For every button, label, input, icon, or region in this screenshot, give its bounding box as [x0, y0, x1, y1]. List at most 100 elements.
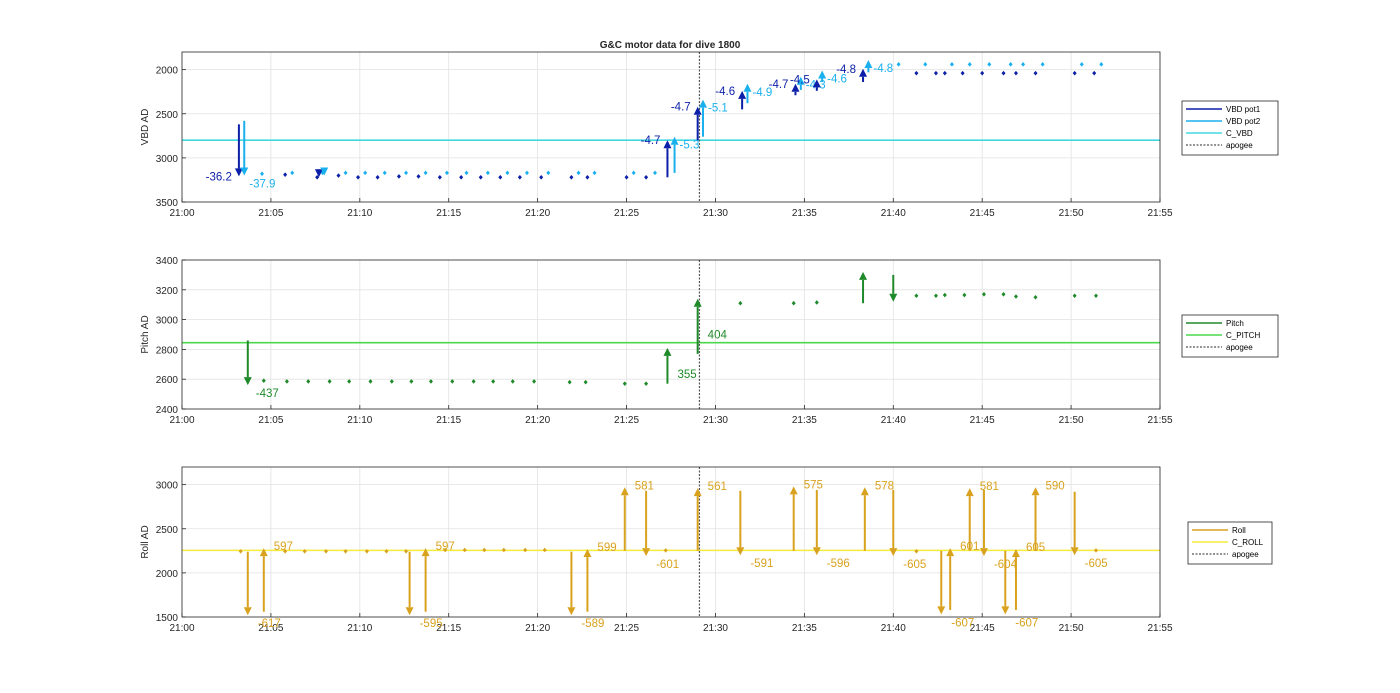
data-point: [409, 379, 414, 384]
move-arrow-head: [859, 271, 868, 280]
move-arrow-head: [699, 99, 708, 108]
x-tick-label: 21:10: [347, 208, 372, 219]
legend-box: [1181, 100, 1279, 156]
x-tick-label: 21:40: [881, 208, 906, 219]
data-point: [464, 170, 469, 176]
move-arrow-head: [567, 607, 576, 616]
y-tick-label: 2000: [156, 66, 179, 77]
chart-panel-2: 21:00 21:05 21:10 21:15 21:20 21:25 21:30 21:35…: [140, 256, 1279, 426]
move-arrow-head: [789, 486, 798, 495]
data-point: [404, 548, 409, 554]
move-annotation: 581: [635, 480, 654, 492]
data-point: [987, 62, 992, 67]
move-annotation: -596: [827, 558, 850, 570]
move-arrow-head: [937, 606, 946, 615]
data-point: [592, 170, 597, 176]
data-point: [324, 548, 329, 554]
move-arrow-head: [243, 377, 252, 386]
data-point: [459, 174, 464, 180]
y-tick-label: 3000: [156, 316, 179, 327]
plot-area: [182, 260, 1160, 409]
move-annotation: -4.6: [827, 74, 847, 86]
move-annotation: 578: [875, 480, 894, 492]
data-point: [238, 548, 243, 554]
data-point: [814, 300, 819, 305]
x-tick-label: 21:30: [703, 415, 728, 426]
y-tick-label: 2400: [156, 405, 179, 416]
data-point: [569, 174, 574, 180]
move-annotation: 404: [708, 330, 728, 342]
data-point: [1092, 70, 1097, 76]
data-point: [283, 172, 288, 177]
move-arrow-head: [670, 136, 679, 145]
data-point: [542, 547, 547, 553]
data-point: [343, 170, 348, 176]
move-annotation: -607: [1015, 617, 1038, 629]
data-point: [624, 174, 629, 180]
x-tick-label: 21:40: [881, 623, 906, 634]
move-annotation: -437: [256, 388, 279, 400]
data-point: [663, 548, 668, 553]
data-point: [960, 70, 965, 76]
chart-panel-1: 21:00 21:05 21:10 21:15 21:20 21:25 21:30 21:35…: [140, 51, 1279, 219]
data-point: [1093, 548, 1098, 553]
data-point: [283, 548, 288, 554]
move-annotation: -595: [420, 618, 443, 630]
data-point: [532, 379, 537, 384]
x-tick-label: 21:20: [525, 623, 550, 634]
data-point: [980, 70, 985, 76]
data-point: [491, 379, 496, 384]
legend-entry: C_ROLL: [1232, 538, 1264, 547]
move-annotation: 590: [1046, 480, 1065, 492]
plot-area: [182, 52, 1160, 202]
data-point: [343, 548, 348, 554]
data-point: [498, 174, 503, 180]
data-point: [462, 547, 467, 553]
x-tick-label: 21:00: [169, 623, 194, 634]
data-point: [260, 171, 265, 177]
data-point: [981, 291, 986, 297]
move-arrow-head: [860, 487, 869, 496]
data-point: [428, 379, 433, 384]
plot-area: [182, 467, 1160, 617]
data-point: [336, 173, 341, 178]
move-annotation: 597: [436, 541, 455, 553]
x-tick-label: 21:25: [614, 415, 639, 426]
x-tick-label: 21:25: [614, 623, 639, 634]
move-arrow-head: [965, 488, 974, 497]
move-arrow-head: [314, 169, 323, 178]
y-tick-label: 3400: [156, 256, 179, 267]
data-point: [1001, 291, 1006, 297]
data-point: [791, 300, 796, 306]
move-annotation: -37.9: [249, 179, 275, 191]
move-annotation: -605: [1085, 558, 1108, 570]
data-point: [539, 174, 544, 180]
data-point: [444, 170, 449, 176]
data-point: [942, 292, 947, 298]
y-tick-label: 2600: [156, 375, 179, 386]
data-point: [437, 174, 442, 180]
move-arrow-head: [979, 548, 988, 557]
y-axis-label: Roll AD: [140, 525, 151, 558]
y-tick-label: 3500: [156, 198, 179, 209]
x-tick-label: 21:30: [703, 623, 728, 634]
move-arrow-head: [320, 167, 329, 176]
data-point: [967, 62, 972, 67]
x-tick-label: 21:45: [970, 623, 995, 634]
move-annotation: 599: [597, 542, 616, 554]
move-arrow-head: [620, 487, 629, 496]
x-tick-label: 21:05: [258, 415, 283, 426]
y-tick-label: 3000: [156, 481, 179, 492]
data-point: [933, 70, 938, 76]
move-arrow-head: [663, 347, 672, 356]
data-point: [523, 547, 528, 553]
data-point: [933, 293, 938, 299]
move-arrow-head: [243, 607, 252, 616]
data-point: [315, 174, 320, 180]
data-point: [1021, 62, 1026, 67]
x-tick-label: 21:15: [436, 415, 461, 426]
legend-entry: VBD pot2: [1226, 117, 1261, 126]
x-tick-label: 21:30: [703, 208, 728, 219]
x-tick-label: 21:55: [1147, 208, 1172, 219]
